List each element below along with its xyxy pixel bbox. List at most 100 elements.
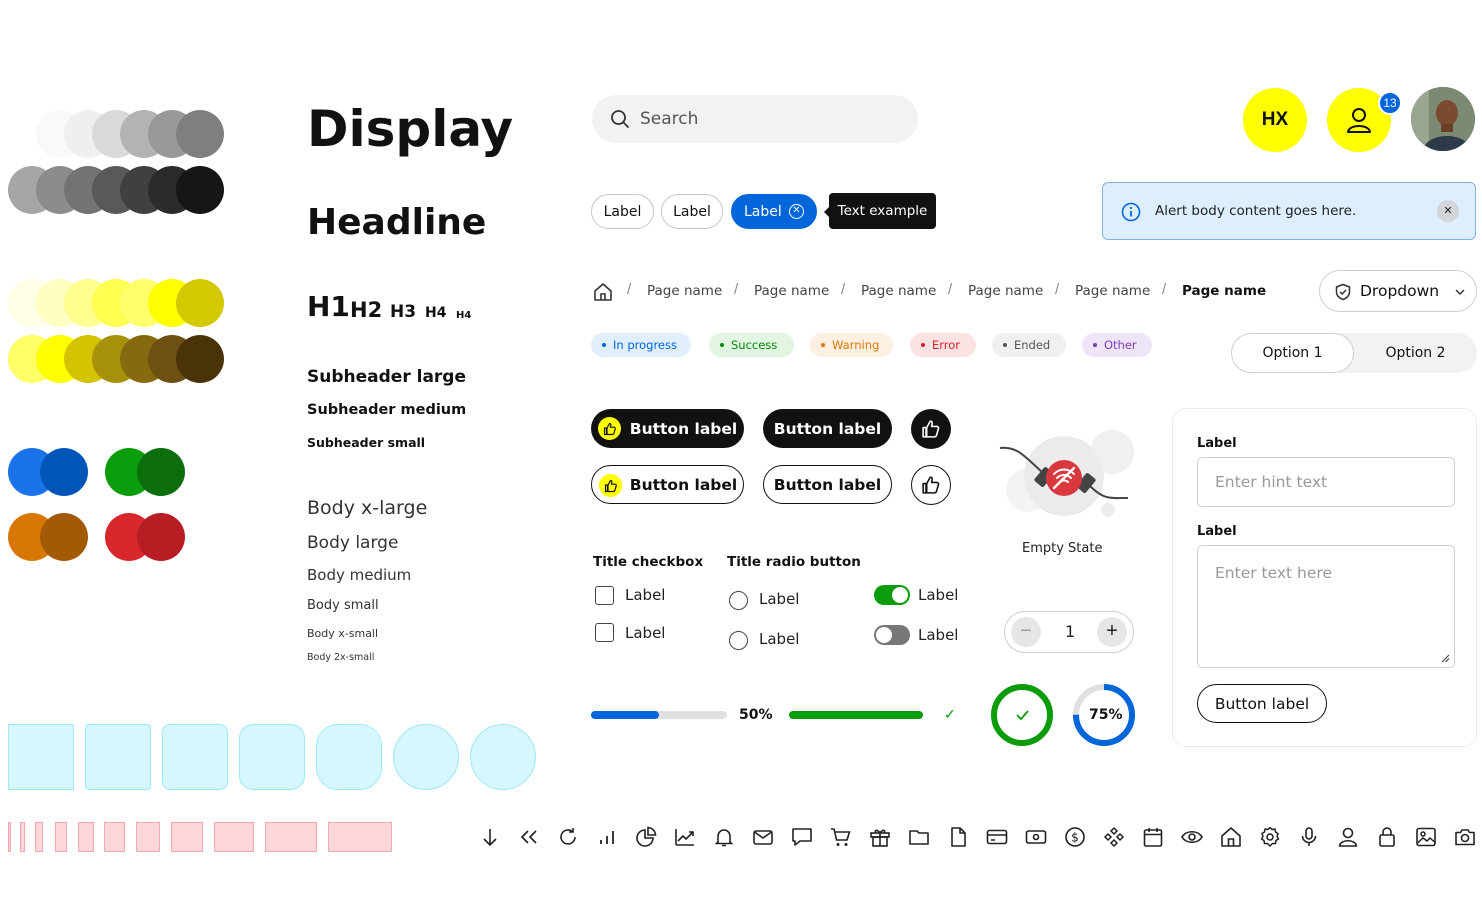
spacing-bar <box>8 822 11 852</box>
radio-label: Label <box>759 590 800 608</box>
avatar-photo[interactable] <box>1411 87 1475 151</box>
progress-ring-partial <box>1073 684 1135 746</box>
button-label: Button label <box>1214 694 1310 713</box>
segment-option-1[interactable]: Option 1 <box>1231 333 1354 373</box>
secondary-button-with-icon[interactable]: Button label <box>591 465 744 504</box>
spacing-bar <box>35 822 43 852</box>
primary-button-with-icon[interactable]: Button label <box>591 409 744 448</box>
checkbox[interactable] <box>595 623 614 642</box>
icon-button-primary[interactable] <box>911 409 951 449</box>
folder-icon <box>909 830 929 845</box>
body-xsmall: Body x-small <box>307 627 379 640</box>
chip-label: Label <box>744 203 782 220</box>
breadcrumb-separator: / <box>1055 281 1060 298</box>
textarea-placeholder: Enter text here <box>1215 564 1332 582</box>
radius-tile <box>8 724 74 790</box>
chevron-down-icon <box>1455 289 1465 296</box>
spacing-bar <box>20 822 25 852</box>
checkbox[interactable] <box>595 586 614 605</box>
radius-tile <box>393 724 459 790</box>
input-placeholder: Enter hint text <box>1215 473 1328 491</box>
thumbs-up-icon <box>922 476 940 494</box>
breadcrumb-item[interactable]: Page name <box>861 283 937 299</box>
stepper-value[interactable]: 1 <box>1065 622 1076 641</box>
toggle-label: Label <box>918 586 959 604</box>
pie-chart-icon <box>636 826 657 847</box>
notification-count: 13 <box>1383 96 1397 110</box>
decrement-button[interactable]: − <box>1011 617 1041 647</box>
breadcrumb-item[interactable]: Page name <box>968 283 1044 299</box>
microphone-icon <box>1301 827 1317 846</box>
empty-state-label: Empty State <box>1022 541 1103 556</box>
toggle-on[interactable] <box>874 585 910 605</box>
chip[interactable]: Label <box>591 194 654 229</box>
refresh-icon <box>560 828 576 845</box>
subheader-large: Subheader large <box>307 367 467 387</box>
field-label: Label <box>1197 524 1237 539</box>
toggle-off[interactable] <box>874 625 910 645</box>
breadcrumb-separator: / <box>1162 281 1167 298</box>
spacing-bar <box>55 822 67 852</box>
increment-button[interactable]: + <box>1097 617 1127 647</box>
svg-text:$: $ <box>1071 831 1079 845</box>
thumbs-up-icon <box>599 474 622 497</box>
apps-icon <box>1103 826 1125 848</box>
spacing-bar <box>78 822 94 852</box>
spacing-bar <box>104 822 125 852</box>
textarea[interactable]: Enter text here <box>1197 545 1455 668</box>
alert-text: Alert body content goes here. <box>1155 203 1357 219</box>
field-label: Label <box>1197 436 1237 451</box>
breadcrumb-item[interactable]: Page name <box>754 283 830 299</box>
tooltip: Text example <box>824 193 936 229</box>
chip[interactable]: Label <box>661 194 723 229</box>
radius-tile <box>239 724 305 790</box>
resize-handle-icon[interactable] <box>1440 653 1450 663</box>
status-tag-error: Error <box>910 333 976 357</box>
image-icon <box>1416 827 1436 847</box>
icon-button-secondary[interactable] <box>911 465 951 505</box>
file-icon <box>951 827 966 847</box>
button-label: Button label <box>773 419 882 438</box>
search-icon <box>611 110 629 128</box>
search-bar[interactable]: Search <box>592 95 918 143</box>
radio-button[interactable] <box>729 631 748 650</box>
status-tag-success: Success <box>709 333 794 357</box>
swatch <box>40 513 88 561</box>
chevrons-left-icon <box>520 830 537 844</box>
spacing-bar <box>136 822 160 852</box>
breadcrumb-item[interactable]: Page name <box>647 283 723 299</box>
radio-button[interactable] <box>729 591 748 610</box>
body-small: Body small <box>307 598 379 613</box>
gift-icon <box>870 829 890 847</box>
h3-text: H3 <box>390 302 417 322</box>
chip-label: Label <box>603 203 642 220</box>
status-tag-ended: Ended <box>992 333 1066 357</box>
breadcrumb-item[interactable]: Page name <box>1075 283 1151 299</box>
body-large: Body large <box>307 533 399 553</box>
button-label: Button label <box>629 475 738 494</box>
avatar-initials[interactable]: HX <box>1243 88 1307 152</box>
breadcrumb-separator: / <box>841 281 846 298</box>
swatch <box>137 448 185 496</box>
chip-selected[interactable]: Label ✕ <box>731 194 817 229</box>
status-tag-label: In progress <box>613 338 677 352</box>
progress-bar-fill <box>789 711 923 719</box>
eye-icon <box>1181 830 1203 844</box>
home-icon[interactable] <box>592 281 614 303</box>
close-icon[interactable]: ✕ <box>1437 200 1459 222</box>
swatch <box>40 448 88 496</box>
close-icon[interactable]: ✕ <box>789 204 804 219</box>
h5-text: H4 <box>456 310 472 321</box>
dropdown[interactable]: Dropdown <box>1319 270 1477 312</box>
secondary-button[interactable]: Button label <box>763 465 892 504</box>
form-submit-button[interactable]: Button label <box>1197 684 1327 723</box>
cash-icon <box>1025 830 1047 844</box>
progress-bar-label: 50% <box>739 707 773 723</box>
body-medium: Body medium <box>307 566 412 584</box>
text-input[interactable]: Enter hint text <box>1197 457 1455 507</box>
bar-chart-icon <box>600 831 614 844</box>
segment-option-2[interactable]: Option 2 <box>1354 333 1477 373</box>
primary-button[interactable]: Button label <box>763 409 892 448</box>
radio-label: Label <box>759 630 800 648</box>
status-tag-label: Ended <box>1014 338 1051 352</box>
